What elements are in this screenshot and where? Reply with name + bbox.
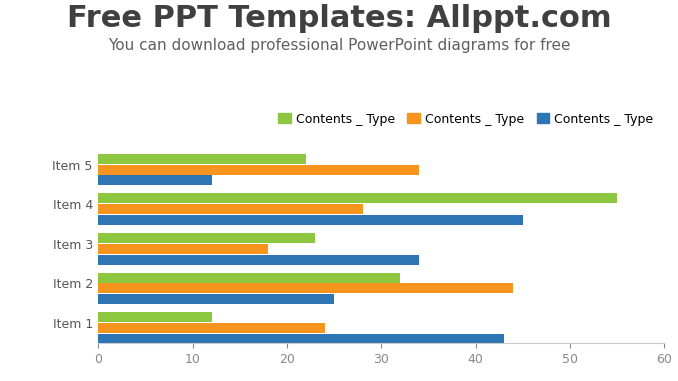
Bar xyxy=(98,255,419,265)
Bar xyxy=(98,334,504,344)
Text: Free PPT Templates: Allppt.com: Free PPT Templates: Allppt.com xyxy=(66,4,612,33)
Bar xyxy=(98,204,363,214)
Bar xyxy=(98,283,513,293)
Bar xyxy=(98,312,212,322)
Bar xyxy=(98,154,306,164)
Bar xyxy=(98,233,315,243)
Bar xyxy=(98,294,334,304)
Text: You can download professional PowerPoint diagrams for free: You can download professional PowerPoint… xyxy=(108,38,570,53)
Bar xyxy=(98,323,325,333)
Bar xyxy=(98,165,419,174)
Bar xyxy=(98,244,268,254)
Legend: Contents _ Type, Contents _ Type, Contents _ Type: Contents _ Type, Contents _ Type, Conten… xyxy=(273,107,658,131)
Text: www.free-powerpoint-templates-design.com: www.free-powerpoint-templates-design.com xyxy=(224,365,454,375)
Bar xyxy=(98,215,523,225)
Bar xyxy=(98,194,617,203)
Bar xyxy=(98,175,212,186)
Bar xyxy=(98,273,400,283)
